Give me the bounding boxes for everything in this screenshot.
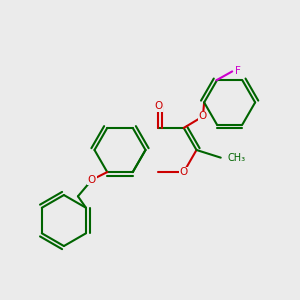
Text: O: O: [180, 167, 188, 177]
Text: O: O: [154, 101, 162, 111]
Text: O: O: [88, 175, 96, 185]
Text: CH₃: CH₃: [227, 153, 245, 163]
Text: O: O: [199, 111, 207, 122]
Text: F: F: [235, 66, 241, 76]
